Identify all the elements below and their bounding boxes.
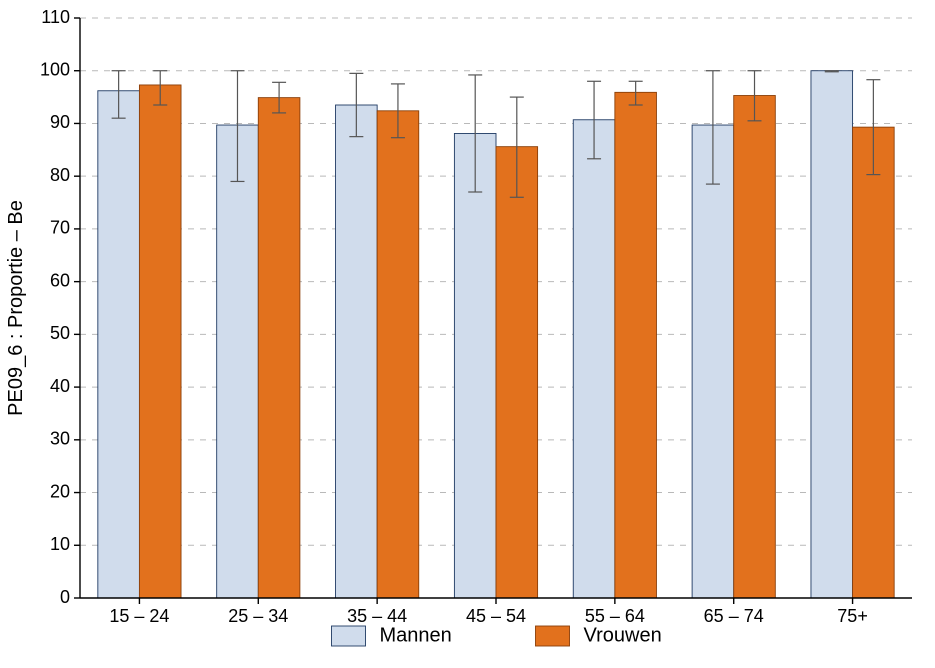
bar-vrouwen-1 (258, 98, 300, 598)
bar-vrouwen-2 (377, 111, 419, 598)
y-tick-label: 30 (50, 429, 70, 449)
y-tick-label: 40 (50, 376, 70, 396)
y-tick-label: 90 (50, 112, 70, 132)
y-ticks: 0 10 20 30 40 50 60 70 80 90 100 110 (40, 7, 80, 607)
chart-svg: 0 10 20 30 40 50 60 70 80 90 100 110 15 – 24 25 – 34 3… (0, 0, 935, 668)
bar-mannen-4 (573, 120, 615, 598)
y-tick-label: 10 (50, 534, 70, 554)
x-tick-label: 75+ (837, 606, 868, 626)
x-tick-label: 15 – 24 (109, 606, 169, 626)
y-tick-label: 0 (60, 587, 70, 607)
y-axis-title: PE09_6 : Proportie – Be (5, 200, 27, 416)
chart-container: 0 10 20 30 40 50 60 70 80 90 100 110 15 – 24 25 – 34 3… (0, 0, 935, 668)
y-tick-label: 70 (50, 218, 70, 238)
y-tick-label: 110 (41, 7, 70, 27)
bar-mannen-2 (336, 105, 378, 598)
y-tick-label: 100 (40, 59, 70, 79)
legend-swatch-vrouwen (536, 626, 570, 646)
bar-mannen-5 (692, 125, 734, 598)
x-tick-label: 45 – 54 (466, 606, 526, 626)
x-tick-label: 55 – 64 (585, 606, 645, 626)
legend-label-mannen: Mannen (380, 624, 452, 646)
bar-vrouwen-0 (139, 85, 181, 598)
bar-mannen-6 (811, 71, 853, 598)
legend-label-vrouwen: Vrouwen (584, 624, 662, 646)
y-tick-label: 20 (50, 481, 70, 501)
bars (98, 71, 894, 598)
bar-vrouwen-6 (853, 127, 895, 598)
x-ticks: 15 – 24 25 – 34 35 – 44 45 – 54 55 – 64 65 – … (109, 598, 867, 626)
legend-swatch-mannen (332, 626, 366, 646)
bar-mannen-3 (454, 133, 496, 598)
bar-vrouwen-4 (615, 92, 657, 598)
x-tick-label: 35 – 44 (347, 606, 407, 626)
y-tick-label: 60 (50, 270, 70, 290)
legend: Mannen Vrouwen (332, 624, 662, 646)
y-tick-label: 80 (50, 165, 70, 185)
y-tick-label: 50 (50, 323, 70, 343)
bar-mannen-1 (217, 125, 259, 598)
x-tick-label: 65 – 74 (704, 606, 764, 626)
bar-mannen-0 (98, 91, 140, 598)
bar-vrouwen-5 (734, 96, 776, 598)
x-tick-label: 25 – 34 (228, 606, 288, 626)
bar-vrouwen-3 (496, 147, 538, 598)
